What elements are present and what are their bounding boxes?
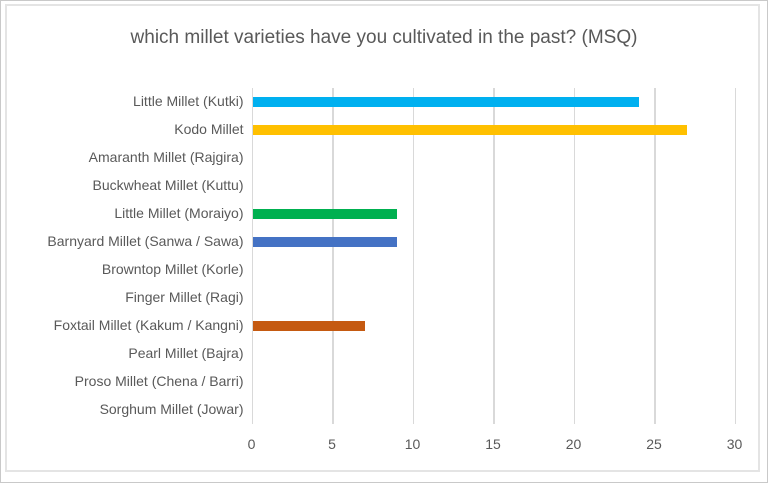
x-tick-label-15: 15 [485,435,501,452]
category-label: Finger Millet (Ragi) [125,288,244,305]
gridline-x-15 [493,88,495,424]
chart-title: which millet varieties have you cultivat… [130,27,638,48]
bar-foxtail-millet-kakum-kangni [252,320,366,331]
gridline-x-30 [734,88,736,424]
category-label: Buckwheat Millet (Kuttu) [92,176,244,193]
x-tick-label-10: 10 [404,435,421,452]
gridline-x-5 [332,88,334,424]
category-label: Proso Millet (Chena / Barri) [74,372,244,389]
category-label: Barnyard Millet (Sanwa / Sawa) [47,232,244,249]
gridline-x-25 [654,88,656,424]
category-label: Kodo Millet [174,120,244,137]
category-label: Foxtail Millet (Kakum / Kangni) [53,316,244,333]
gridline-x-20 [573,88,575,424]
bar-kodo-millet [252,124,688,135]
category-label: Browntop Millet (Korle) [101,260,244,277]
x-tick-label-30: 30 [726,435,743,452]
category-label: Little Millet (Kutki) [133,93,244,109]
gridline-x-10 [412,88,414,424]
category-label: Little Millet (Moraiyo) [114,204,244,221]
x-tick-label-20: 20 [565,435,582,452]
category-label: Pearl Millet (Bajra) [128,344,244,361]
x-tick-label-0: 0 [247,435,256,452]
bar-little-millet-kutki [252,96,639,107]
bar-barnyard-millet-sanwa-sawa [252,236,398,247]
x-tick-label-25: 25 [646,435,662,452]
category-label: Sorghum Millet (Jowar) [99,400,244,417]
bar-little-millet-moraiyo [252,208,398,219]
gridline-x-0 [251,88,253,424]
x-tick-label-5: 5 [328,435,336,452]
category-label: Amaranth Millet (Rajgira) [88,148,244,165]
